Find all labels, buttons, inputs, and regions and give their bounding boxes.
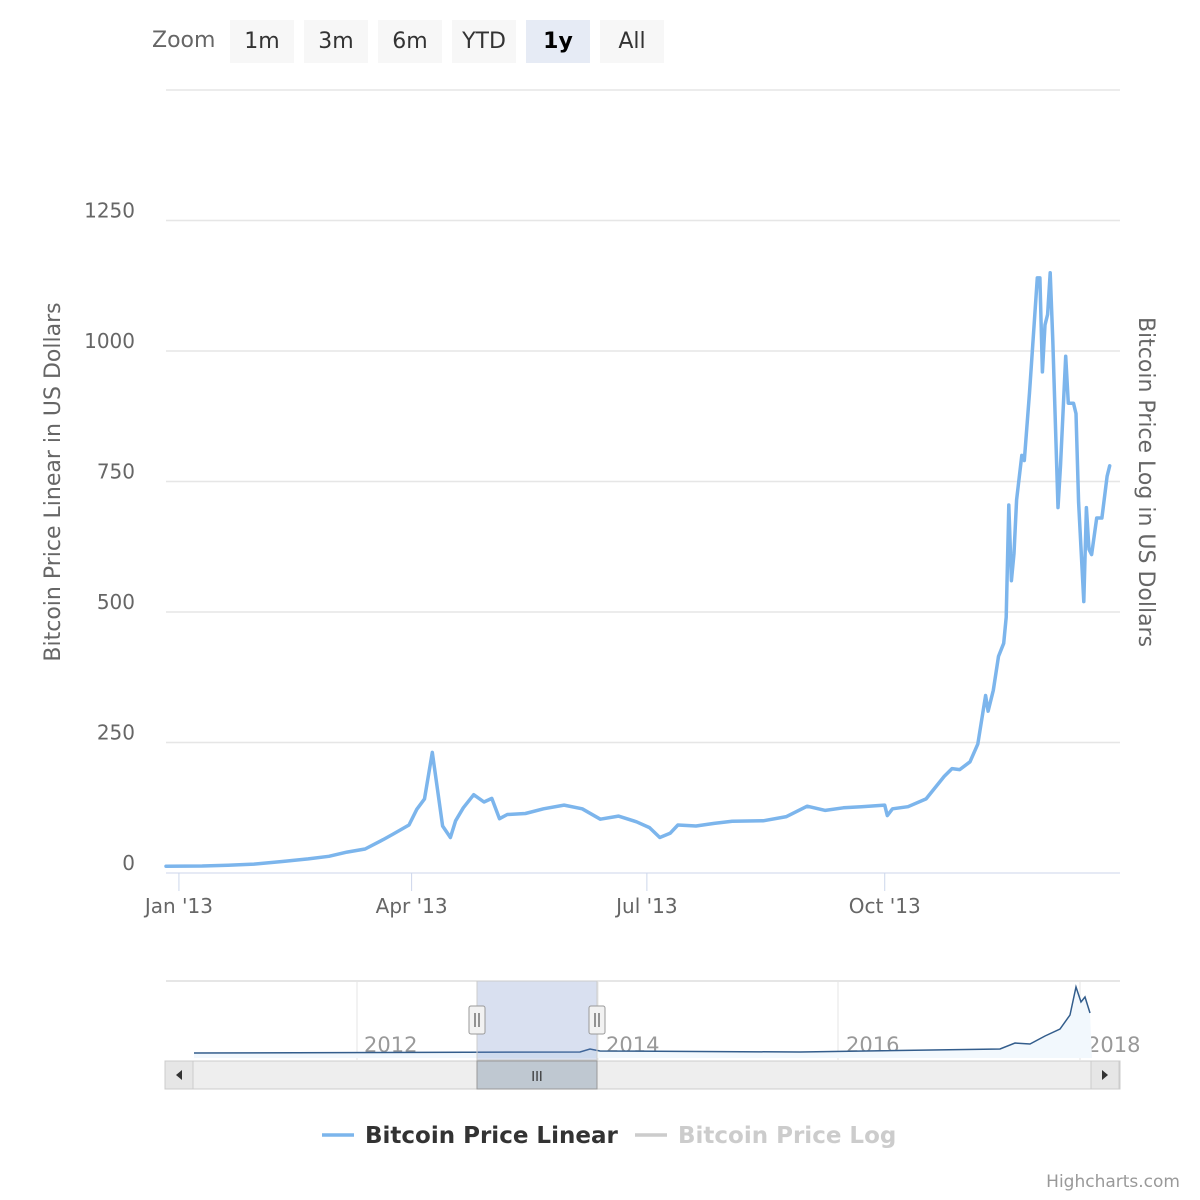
- arrow-left-icon: [176, 1070, 182, 1080]
- scrollbar-thumb[interactable]: [476, 1060, 598, 1090]
- y-axis-title: Bitcoin Price Linear in US Dollars: [41, 302, 66, 661]
- legend-label: Bitcoin Price Linear: [365, 1123, 618, 1149]
- scrollbar-track[interactable]: [164, 1060, 1121, 1090]
- zoom-6m-button[interactable]: 6m: [378, 20, 442, 63]
- zoom-1m-button[interactable]: 1m: [230, 20, 294, 63]
- navigator-left-handle[interactable]: [468, 1005, 486, 1035]
- navigator: 2012 2014 2016 2018: [166, 980, 1140, 1061]
- zoom-all-button[interactable]: All: [600, 20, 664, 63]
- scrollbar: III: [164, 1060, 1121, 1090]
- zoom-ytd-button[interactable]: YTD: [452, 20, 516, 63]
- zoom-1y-button[interactable]: 1y: [526, 20, 590, 63]
- credits-link[interactable]: Highcharts.com: [1046, 1172, 1180, 1192]
- legend: Bitcoin Price Linear Bitcoin Price Log: [322, 1123, 896, 1149]
- zoom-label: Zoom: [152, 28, 216, 53]
- y-tick-label: 250: [97, 721, 135, 745]
- y-tick-label: 500: [97, 590, 135, 614]
- x-axis-ticks: Jan '13 Apr '13 Jul '13 Oct '13: [143, 873, 921, 918]
- y-tick-label: 1250: [84, 199, 135, 223]
- x-tick-label: Jan '13: [143, 894, 213, 918]
- x-tick-label: Jul '13: [614, 894, 677, 918]
- zoom-3m-button[interactable]: 3m: [304, 20, 368, 63]
- navigator-series-area: [194, 987, 1092, 1058]
- y-tick-label: 750: [97, 460, 135, 484]
- navigator-right-handle[interactable]: [588, 1005, 606, 1035]
- y-tick-label: 0: [122, 851, 135, 875]
- arrow-right-icon: [1102, 1070, 1108, 1080]
- x-tick-label: Apr '13: [376, 894, 448, 918]
- series-line-bitcoin-price-linear[interactable]: [164, 270, 1112, 868]
- legend-item-bitcoin-price-log[interactable]: Bitcoin Price Log: [635, 1123, 896, 1149]
- y-grid: [166, 89, 1120, 744]
- legend-item-bitcoin-price-linear[interactable]: Bitcoin Price Linear: [322, 1123, 618, 1149]
- y-tick-label: 1000: [84, 329, 135, 353]
- y-axis-title-right: Bitcoin Price Log in US Dollars: [1133, 317, 1158, 647]
- navigator-label: 2018: [1087, 1033, 1140, 1057]
- legend-label: Bitcoin Price Log: [678, 1123, 896, 1149]
- scrollbar-grip: III: [531, 1070, 543, 1085]
- navigator-series-line: [193, 984, 1091, 1054]
- y-axis-ticks: 0 250 500 750 1000 1250: [84, 199, 135, 876]
- range-selector: Zoom 1m 3m 6m YTD 1y All: [0, 0, 1200, 80]
- navigator-selected-range[interactable]: [476, 980, 598, 1061]
- x-tick-label: Oct '13: [849, 894, 921, 918]
